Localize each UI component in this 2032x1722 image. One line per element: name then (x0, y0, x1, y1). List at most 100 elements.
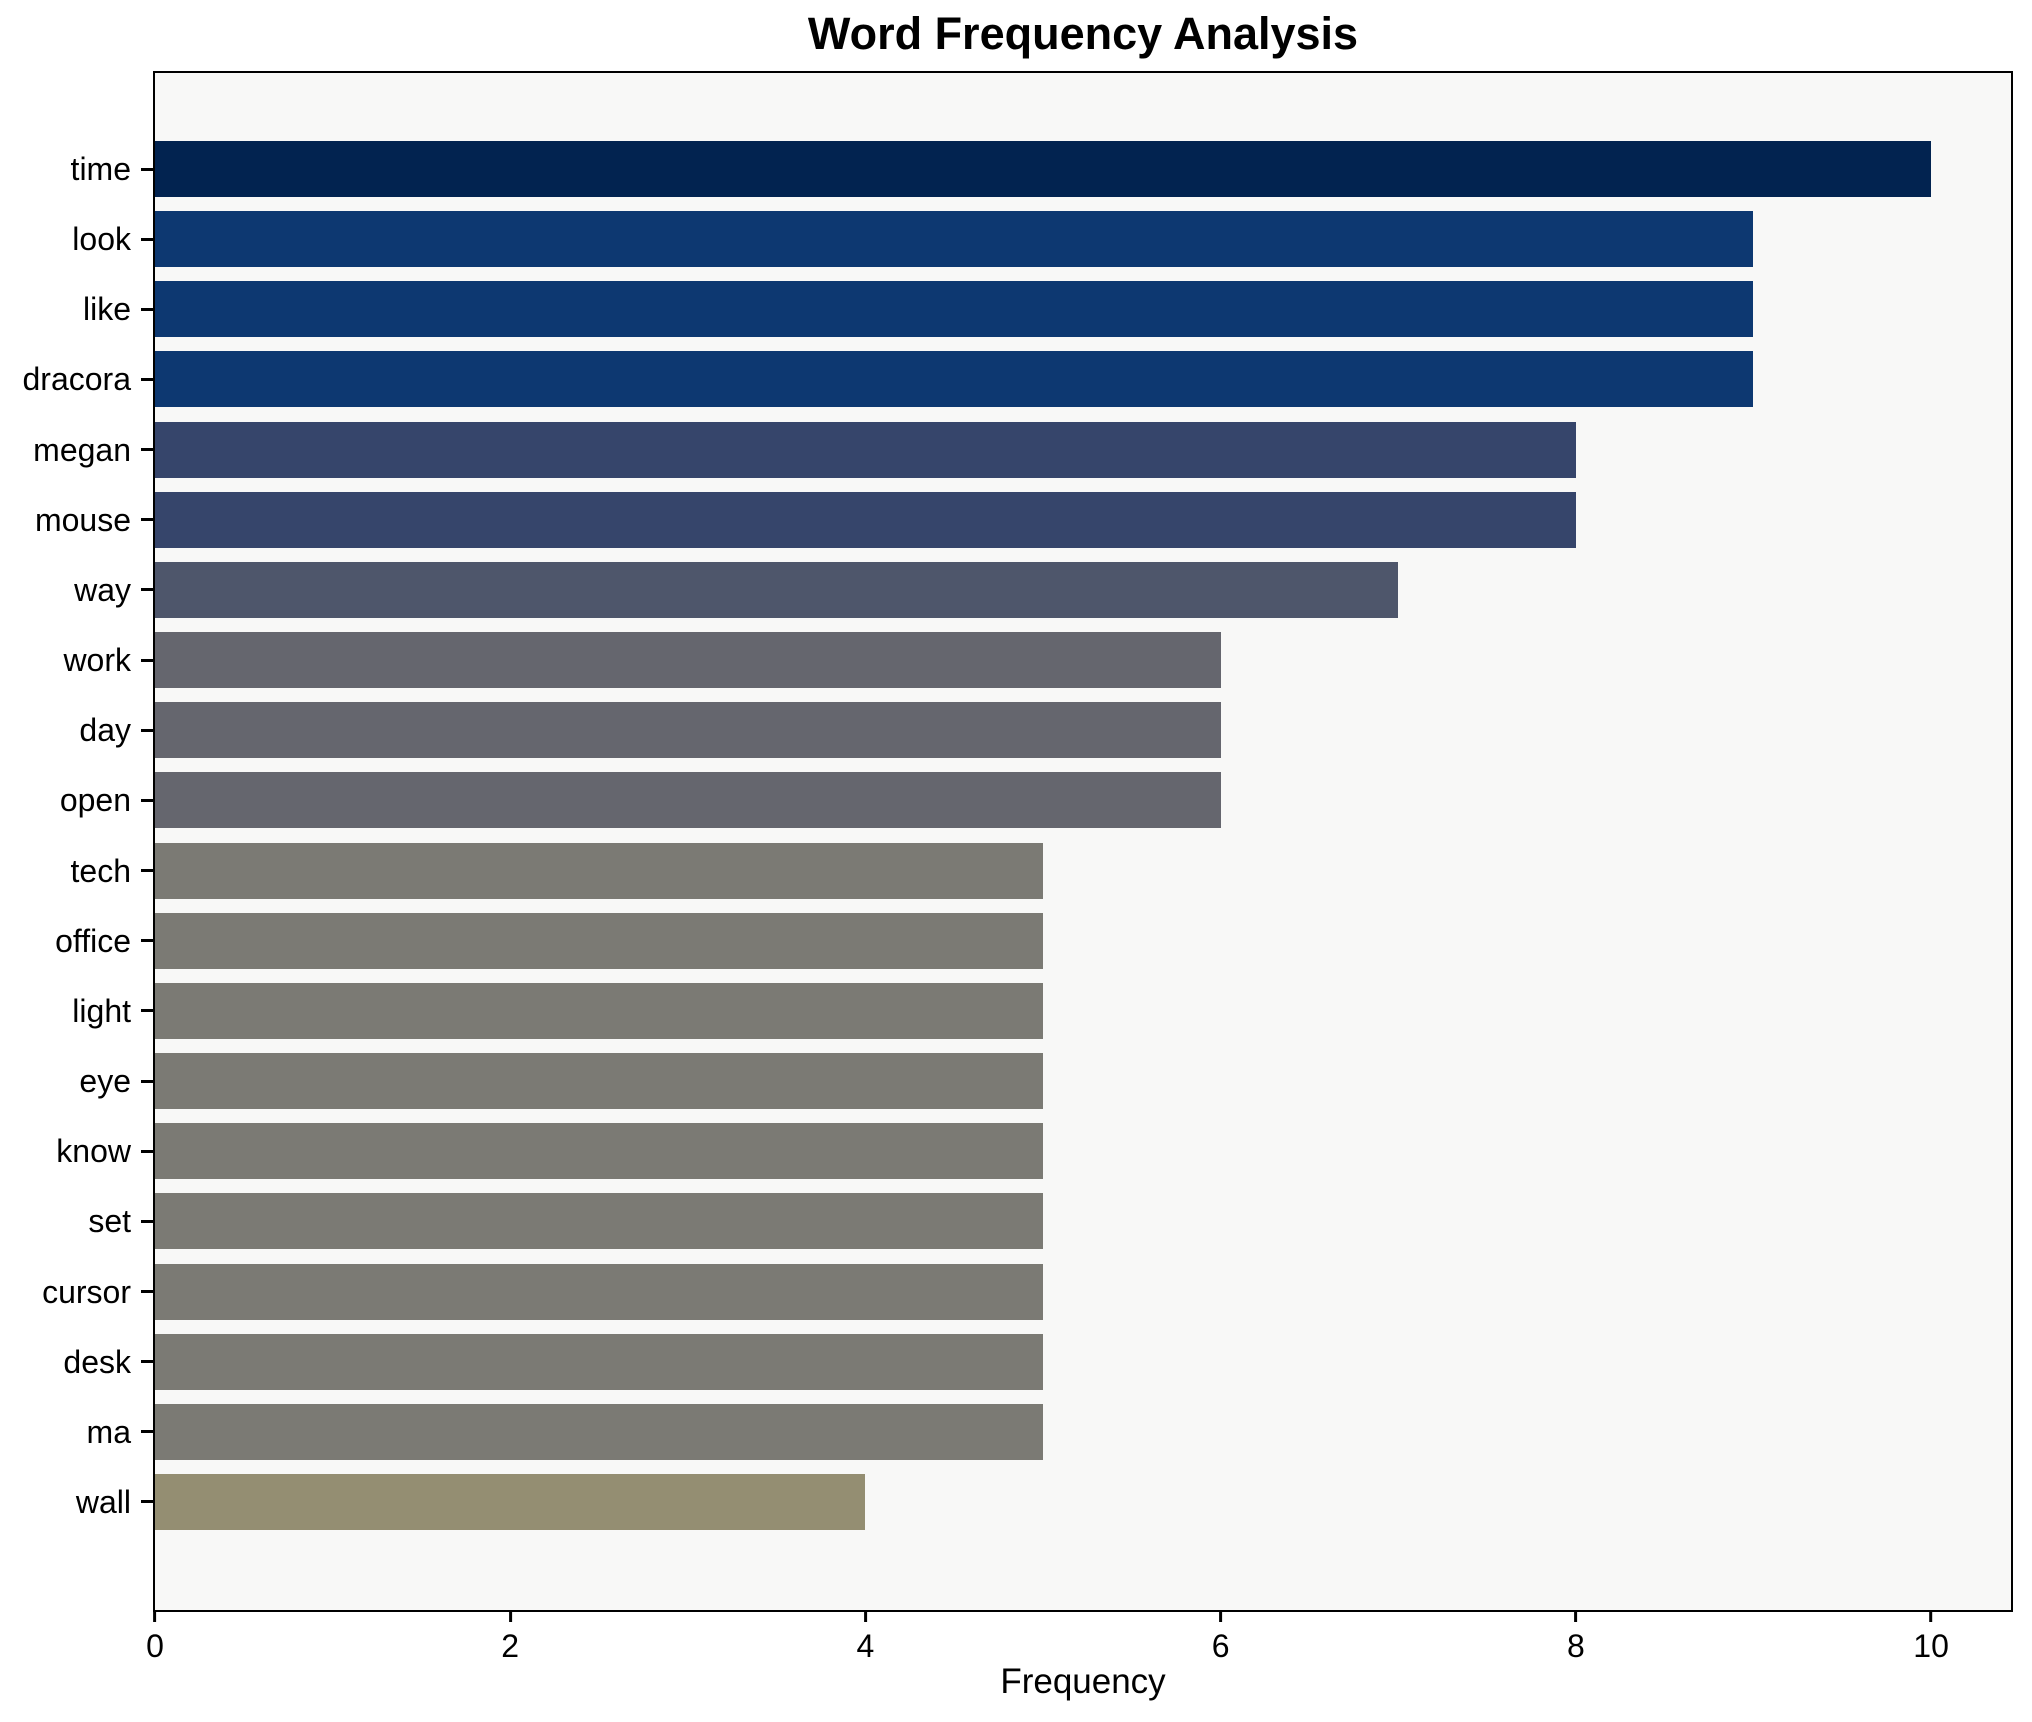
bar (155, 141, 1932, 197)
y-tick-label: mouse (34, 501, 131, 538)
chart-title: Word Frequency Analysis (807, 8, 1359, 59)
y-tick-mark (140, 658, 153, 662)
x-tick: 6 (1212, 1610, 1230, 1664)
y-tick-label: tech (70, 852, 131, 889)
bar-row: megan (33, 421, 2011, 478)
y-tick-label: cursor (42, 1273, 131, 1310)
bar (155, 842, 1044, 899)
x-tick-mark (1219, 1610, 1223, 1622)
y-tick-mark (140, 1360, 153, 1364)
bar (155, 1053, 1044, 1110)
y-tick-label: light (72, 992, 131, 1029)
bar (155, 211, 1754, 268)
bar (155, 1123, 1044, 1180)
y-tick-mark (140, 1149, 153, 1153)
bar-row: cursor (42, 1263, 2011, 1320)
y-tick-mark (140, 1430, 153, 1434)
y-tick-mark (140, 869, 153, 873)
y-tick-label: like (82, 291, 131, 328)
bar-row: set (88, 1193, 2011, 1250)
y-tick-mark (140, 518, 153, 522)
x-tick-mark (153, 1610, 157, 1622)
y-tick-label: wall (75, 1483, 131, 1520)
y-tick-label: work (63, 642, 131, 679)
x-tick-label: 6 (1211, 1628, 1230, 1664)
y-tick-mark (140, 1009, 153, 1013)
y-tick-mark (140, 448, 153, 452)
x-tick-label: 4 (856, 1628, 875, 1664)
x-tick-mark (1574, 1610, 1578, 1622)
x-tick-label: 10 (1913, 1628, 1949, 1664)
bar (155, 281, 1754, 338)
bar-row: ma (87, 1403, 2011, 1460)
bar-row: work (63, 632, 2011, 689)
bar-row: look (72, 211, 2011, 268)
y-tick-label: day (79, 712, 131, 749)
y-tick-mark (140, 1219, 153, 1223)
x-tick-mark (863, 1610, 867, 1622)
bar-row: office (55, 912, 2011, 969)
bar (155, 351, 1754, 408)
bar (155, 421, 1576, 478)
bar-row: mouse (35, 491, 2011, 548)
x-axis-label: Frequency (1000, 1662, 1166, 1701)
x-tick: 2 (501, 1610, 519, 1664)
y-tick-label: look (72, 221, 131, 258)
y-tick-mark (140, 377, 153, 381)
bar-row: like (83, 281, 2011, 338)
y-tick-label: desk (63, 1343, 131, 1380)
bars-container: time look like dracora megan mouse way work day o… (23, 73, 2011, 1610)
bar (155, 561, 1399, 618)
bar (155, 912, 1044, 969)
y-tick-mark (140, 167, 153, 171)
bar-row: way (74, 561, 2011, 618)
y-tick-label: eye (79, 1063, 131, 1100)
y-tick-mark (140, 307, 153, 311)
bar-row: wall (76, 1473, 2011, 1530)
x-tick: 4 (856, 1610, 875, 1664)
y-tick-label: set (88, 1203, 131, 1240)
x-tick-label: 0 (146, 1628, 164, 1664)
bar-row: know (56, 1123, 2011, 1180)
y-tick-label: know (56, 1133, 131, 1170)
y-tick-mark (140, 1290, 153, 1293)
y-tick-label: megan (33, 431, 131, 468)
x-tick-mark (1929, 1610, 1933, 1622)
y-tick-mark (140, 939, 153, 943)
bar (155, 1193, 1044, 1250)
bar (155, 1263, 1044, 1320)
bar-row: desk (63, 1333, 2011, 1390)
y-tick-mark (140, 1500, 153, 1504)
y-tick-label: time (70, 151, 131, 187)
x-tick: 0 (146, 1610, 164, 1664)
x-tick-label: 2 (501, 1628, 520, 1664)
y-tick-label: ma (86, 1413, 131, 1450)
x-tick: 10 (1913, 1610, 1949, 1664)
bar (155, 772, 1221, 829)
x-tick: 8 (1567, 1610, 1585, 1664)
bar (155, 1473, 866, 1530)
y-tick-label: office (55, 922, 131, 959)
bar-row: dracora (23, 351, 2011, 408)
y-tick-mark (140, 588, 153, 592)
bar-row: eye (79, 1053, 2011, 1110)
bar (155, 702, 1221, 759)
x-tick-label: 8 (1566, 1628, 1585, 1664)
bar (155, 982, 1044, 1039)
plot-area: time look like dracora megan mouse way work day o… (23, 71, 2013, 1664)
y-tick-label: open (59, 782, 131, 819)
y-tick-mark (140, 1079, 153, 1083)
bar (155, 491, 1576, 548)
y-tick-label: way (74, 571, 131, 608)
bar (155, 1403, 1044, 1460)
bar-row: light (72, 982, 2011, 1039)
y-tick-mark (140, 728, 153, 732)
y-tick-mark (140, 237, 153, 241)
y-tick-label: dracora (22, 361, 132, 398)
y-tick-mark (140, 798, 153, 802)
x-tick-mark (508, 1610, 512, 1622)
bar-row: open (60, 772, 2011, 829)
bar-row: time (71, 141, 2011, 197)
bar-row: tech (71, 842, 2011, 899)
